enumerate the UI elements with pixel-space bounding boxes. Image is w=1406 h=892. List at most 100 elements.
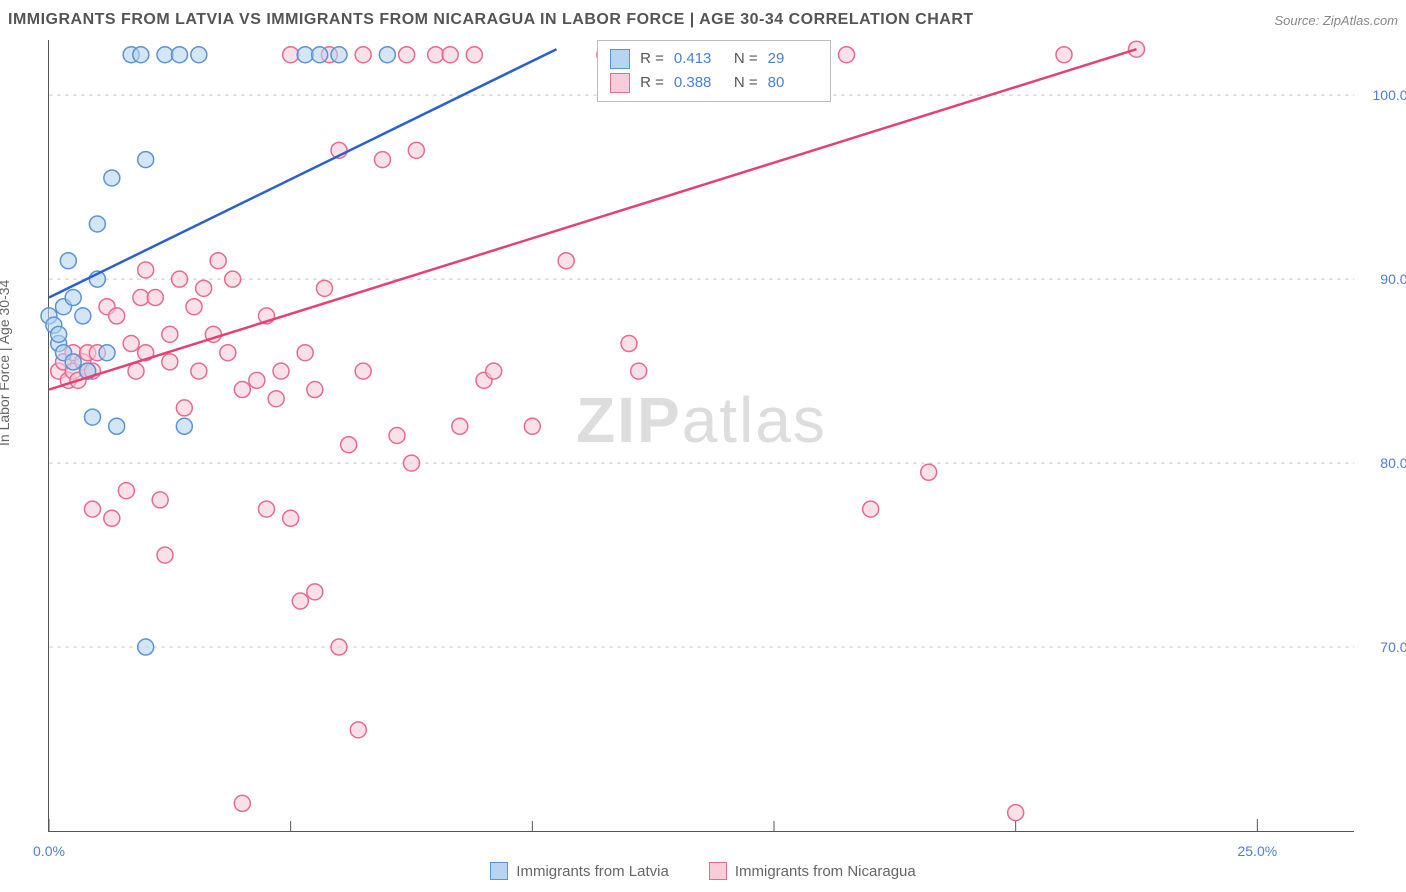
x-tick-label: 25.0% [1237,843,1277,859]
trend-line [49,49,1137,389]
data-point [283,47,299,63]
data-point [176,418,192,434]
data-point [138,639,154,655]
data-point [109,308,125,324]
data-point [428,47,444,63]
data-point [1129,41,1145,57]
data-point [138,262,154,278]
data-point [225,271,241,287]
n-label: N = [734,47,758,71]
data-point [133,290,149,306]
data-point [249,372,265,388]
data-point [268,391,284,407]
data-point [172,47,188,63]
data-point [210,253,226,269]
data-point [292,593,308,609]
data-point [123,336,139,352]
x-tick-label: 0.0% [33,843,65,859]
r-value: 0.413 [674,47,724,71]
n-label: N = [734,71,758,95]
data-point [341,437,357,453]
data-point [466,47,482,63]
data-point [234,795,250,811]
series-swatch [610,49,630,69]
stats-row: R = 0.413 N = 29 [610,47,818,71]
data-point [839,47,855,63]
legend-item: Immigrants from Nicaragua [709,862,916,880]
data-point [404,455,420,471]
legend-swatch [490,862,508,880]
data-point [51,326,67,342]
data-point [191,363,207,379]
data-point [1008,805,1024,821]
data-point [118,483,134,499]
data-point [452,418,468,434]
data-point [147,290,163,306]
data-point [162,354,178,370]
data-point [863,501,879,517]
data-point [75,308,91,324]
data-point [355,47,371,63]
data-point [331,639,347,655]
stats-row: R =0.388N =80 [610,71,818,95]
data-point [60,253,76,269]
data-point [297,345,313,361]
y-tick-label: 100.0% [1373,87,1406,103]
data-point [331,47,347,63]
title-bar: IMMIGRANTS FROM LATVIA VS IMMIGRANTS FRO… [0,0,1406,40]
data-point [558,253,574,269]
data-point [133,47,149,63]
data-point [621,336,637,352]
data-point [350,722,366,738]
data-point [138,152,154,168]
data-point [109,418,125,434]
data-point [162,326,178,342]
data-point [273,363,289,379]
data-point [442,47,458,63]
y-tick-label: 90.0% [1380,271,1406,287]
data-point [157,47,173,63]
data-point [65,354,81,370]
n-value: 29 [768,47,818,71]
data-point [99,345,115,361]
data-point [486,363,502,379]
trend-line [49,49,557,297]
legend-label: Immigrants from Latvia [516,863,669,880]
y-tick-label: 70.0% [1380,639,1406,655]
data-point [104,170,120,186]
data-point [389,428,405,444]
data-point [307,584,323,600]
data-point [89,216,105,232]
data-point [85,409,101,425]
data-point [196,280,212,296]
stats-box: R =0.413N =29R =0.388N =80 [597,40,831,102]
data-point [157,547,173,563]
data-point [317,280,333,296]
data-point [355,363,371,379]
data-point [312,47,328,63]
data-point [1056,47,1072,63]
data-point [283,510,299,526]
data-point [259,501,275,517]
legend-bottom: Immigrants from Latvia Immigrants from Ni… [0,862,1406,880]
data-point [375,152,391,168]
data-point [65,290,81,306]
data-point [408,142,424,158]
data-point [191,47,207,63]
data-point [234,382,250,398]
data-point [176,400,192,416]
source-label: Source: ZipAtlas.com [1274,13,1398,28]
data-point [524,418,540,434]
r-value: 0.388 [674,71,724,95]
data-point [631,363,647,379]
data-point [104,510,120,526]
data-point [85,501,101,517]
series-swatch [610,73,630,93]
data-point [220,345,236,361]
y-tick-label: 80.0% [1380,455,1406,471]
chart-title: IMMIGRANTS FROM LATVIA VS IMMIGRANTS FRO… [8,11,974,29]
data-point [152,492,168,508]
data-point [307,382,323,398]
data-point [186,299,202,315]
r-label: R = [640,47,664,71]
